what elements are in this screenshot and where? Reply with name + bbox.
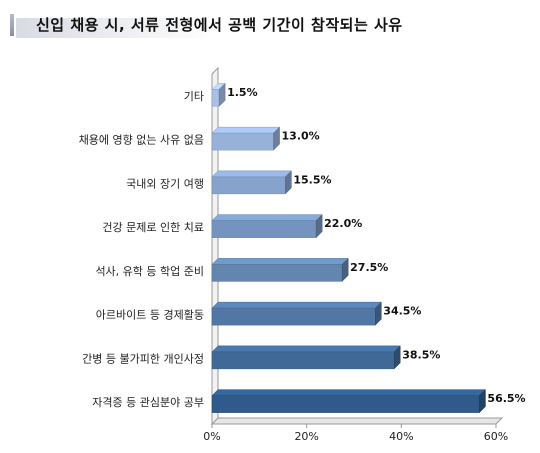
data-label: 15.5% [293, 173, 331, 186]
bar-top-face [211, 258, 349, 265]
bar [211, 89, 220, 107]
bar [211, 395, 480, 413]
bar-side-face [393, 345, 401, 370]
bar [211, 132, 274, 151]
bar-side-face [375, 301, 382, 326]
bar-top-face [211, 345, 401, 353]
title-accent-bar [10, 14, 14, 36]
bar-side-face [341, 257, 349, 282]
bar-side-face [315, 214, 323, 239]
category-label: 자격증 등 관심분야 공부 [92, 396, 204, 409]
category-label: 채용에 영향 없는 사유 없음 [79, 134, 204, 147]
title-shadow-decoration [16, 18, 216, 38]
y-axis-wall [211, 66, 219, 426]
x-tick-label: 0% [203, 430, 220, 443]
x-tick-label: 20% [294, 430, 318, 443]
x-tick-label: 60% [484, 430, 508, 443]
category-label: 간병 등 불가피한 개인사정 [82, 352, 204, 365]
category-label: 국내외 장기 여행 [126, 177, 204, 190]
chart-title: 신입 채용 시, 서류 전형에서 공백 기간이 참작되는 사유 [36, 16, 403, 34]
bar-top-face [211, 301, 382, 309]
chart-title-area: 신입 채용 시, 서류 전형에서 공백 기간이 참작되는 사유 [10, 8, 530, 38]
bar-side-face [285, 170, 292, 195]
bar [211, 176, 286, 195]
data-label: 22.0% [324, 217, 362, 230]
bar-top-face [211, 214, 323, 221]
bar [211, 264, 343, 282]
category-label: 기타 [184, 90, 204, 103]
category-label: 건강 문제로 인한 치료 [102, 221, 204, 234]
bar-top-face [211, 389, 487, 396]
data-label: 56.5% [487, 392, 525, 405]
bar-top-face [211, 126, 281, 134]
bar-side-face [273, 126, 280, 151]
bar-side-face [479, 389, 486, 414]
data-label: 13.0% [282, 130, 320, 143]
data-label: 27.5% [350, 261, 388, 274]
bar [211, 351, 395, 370]
data-label: 38.5% [402, 348, 440, 361]
bar [211, 220, 317, 238]
bar-side-face [218, 82, 226, 107]
category-label: 아르바이트 등 경제활동 [96, 308, 204, 322]
category-label: 석사, 유학 등 학업 준비 [95, 265, 204, 278]
data-label: 1.5% [227, 86, 258, 99]
bar [211, 307, 376, 326]
bar-top-face [211, 170, 292, 178]
x-axis-floor [210, 417, 504, 425]
data-label: 34.5% [383, 305, 421, 318]
x-tick-label: 40% [389, 430, 413, 443]
